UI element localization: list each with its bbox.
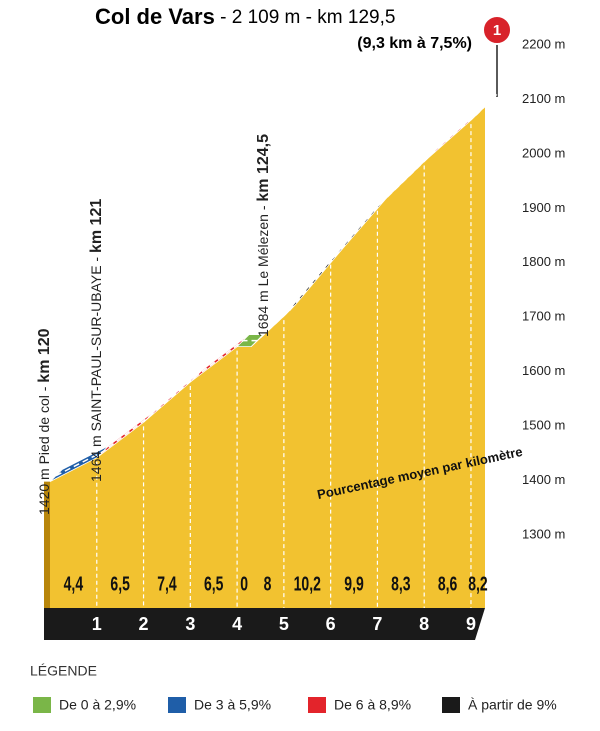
legend-swatch xyxy=(33,697,51,713)
km-label: 2 xyxy=(139,614,149,634)
annotation: 1464 m SAINT-PAUL-SUR-UBAYE - km 121 xyxy=(88,199,106,482)
segment-label: 6,5 xyxy=(204,572,224,595)
y-tick-label: 1600 m xyxy=(522,363,565,378)
segment-label: 8,2 xyxy=(468,572,487,595)
annotation-text: 1684 m Le Mélezen - xyxy=(255,202,271,337)
segment-label: 8,3 xyxy=(391,572,410,595)
km-label: 3 xyxy=(185,614,195,634)
marker-circle xyxy=(482,15,512,45)
annotation: 1420 m Pied de col - km 120 xyxy=(36,328,54,515)
y-tick-label: 1300 m xyxy=(522,526,565,541)
segment-label: 8,6 xyxy=(438,572,457,595)
annotation-km: km 124,5 xyxy=(255,134,272,202)
legend-swatch xyxy=(442,697,460,713)
marker-label: 1 xyxy=(493,22,501,39)
legend-label: À partir de 9% xyxy=(468,697,557,713)
y-tick-label: 1700 m xyxy=(522,309,565,324)
segment-label: 4,4 xyxy=(64,572,84,595)
title-name: Col de Vars xyxy=(95,4,215,29)
km-label: 7 xyxy=(372,614,382,634)
km-label: 1 xyxy=(92,614,102,634)
y-tick-label: 1800 m xyxy=(522,254,565,269)
km-label: 4 xyxy=(232,614,242,634)
annotation-text: 1420 m Pied de col - xyxy=(36,383,52,515)
segment-label: 8 xyxy=(264,572,272,595)
y-tick-label: 2000 m xyxy=(522,145,565,160)
y-tick-label: 2100 m xyxy=(522,91,565,106)
title: Col de Vars - 2 109 m - km 129,5 xyxy=(95,4,395,29)
legend-label: De 6 à 8,9% xyxy=(334,697,411,713)
annotation: 1684 m Le Mélezen - km 124,5 xyxy=(255,134,273,337)
legend-label: De 3 à 5,9% xyxy=(194,697,271,713)
segment-label: 9,9 xyxy=(344,572,363,595)
legend-swatch xyxy=(308,697,326,713)
subtitle: (9,3 km à 7,5%) xyxy=(357,35,472,52)
legend-label: De 0 à 2,9% xyxy=(59,697,136,713)
segment-label: 7,4 xyxy=(157,572,177,595)
km-label: 6 xyxy=(326,614,336,634)
annotation-text: 1464 m SAINT-PAUL-SUR-UBAYE - xyxy=(88,253,104,482)
segment-label: 6,5 xyxy=(110,572,130,595)
segment-label: 10,2 xyxy=(294,572,321,595)
km-label: 5 xyxy=(279,614,289,634)
side-face xyxy=(44,481,50,608)
title-detail: - 2 109 m - km 129,5 xyxy=(215,7,396,28)
profile-line xyxy=(55,100,492,477)
base-band xyxy=(44,608,485,640)
annotation-km: km 120 xyxy=(36,328,53,382)
annotation-km: km 121 xyxy=(88,199,105,253)
km-label: 9 xyxy=(466,614,476,634)
y-tick-label: 1500 m xyxy=(522,418,565,433)
km-label: 8 xyxy=(419,614,429,634)
legend-title: LÉGENDE xyxy=(30,663,97,679)
profile-face xyxy=(50,106,485,609)
y-tick-label: 1900 m xyxy=(522,200,565,215)
segment-label: 0 xyxy=(240,572,248,595)
y-tick-label: 2200 m xyxy=(522,36,565,51)
y-tick-label: 1400 m xyxy=(522,472,565,487)
legend-swatch xyxy=(168,697,186,713)
